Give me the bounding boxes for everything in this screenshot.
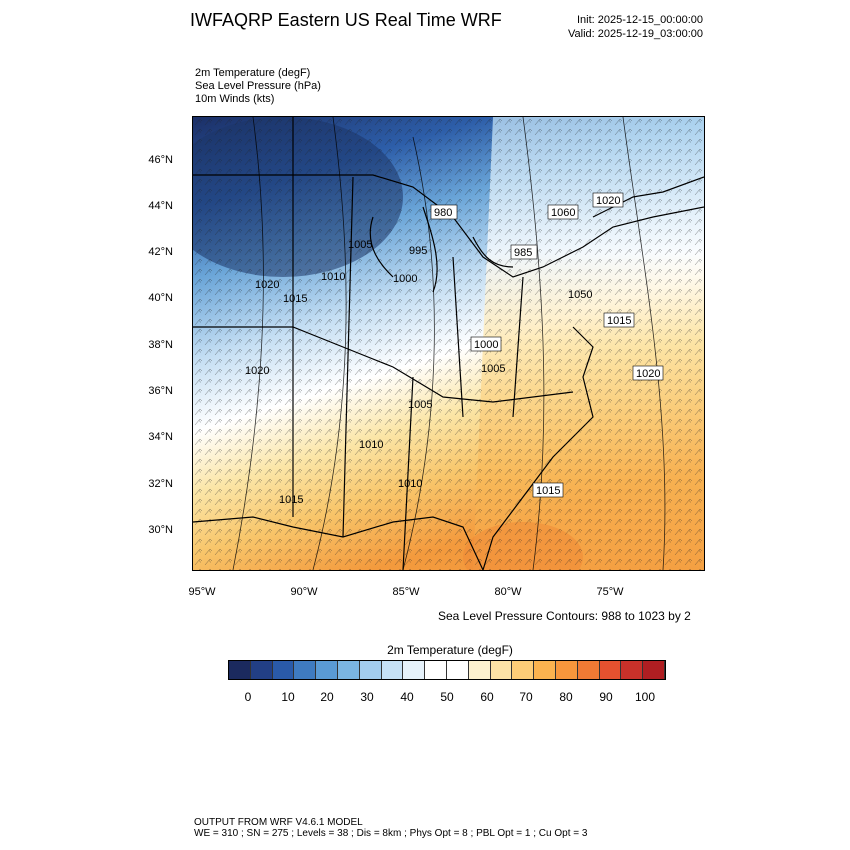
contour-note: Sea Level Pressure Contours: 988 to 1023… — [438, 609, 691, 623]
colorbar-cell — [294, 661, 317, 679]
colorbar-cell — [272, 661, 295, 679]
pressure-label: 1015 — [279, 494, 303, 506]
pressure-label: 1010 — [398, 478, 422, 490]
lat-label-42: 42°N — [148, 246, 173, 258]
model-info-line1: OUTPUT FROM WRF V4.6.1 MODEL — [194, 817, 363, 828]
lat-label-44: 44°N — [148, 200, 173, 212]
colorbar-cell — [643, 661, 665, 679]
lat-label-38: 38°N — [148, 339, 173, 351]
pressure-label: 1015 — [607, 315, 631, 327]
pressure-label: 1060 — [551, 207, 575, 219]
colorbar-cell — [381, 661, 404, 679]
pressure-label: 1010 — [321, 271, 345, 283]
lon-label-90: 90°W — [290, 586, 318, 598]
pressure-label: 995 — [409, 245, 427, 257]
pressure-label: 1005 — [481, 363, 505, 375]
pressure-label: 985 — [514, 247, 532, 259]
pressure-label: 1010 — [359, 439, 383, 451]
colorbar-cell — [599, 661, 622, 679]
lat-label-32: 32°N — [148, 478, 173, 490]
pressure-label: 980 — [434, 207, 452, 219]
pressure-label: 1005 — [348, 239, 372, 251]
map-panel: 980 1060 1020 1005 995 985 1010 1000 102… — [192, 116, 705, 571]
pressure-label: 1020 — [245, 365, 269, 377]
colorbar-cell — [577, 661, 600, 679]
colorbar-cell — [316, 661, 338, 679]
map-title: IWFAQRP Eastern US Real Time WRF — [190, 10, 502, 30]
lat-label-40: 40°N — [148, 292, 173, 304]
colorbar-tick: 20 — [320, 690, 334, 704]
lat-label-30: 30°N — [148, 524, 173, 536]
colorbar-cell — [621, 661, 644, 679]
colorbar-cell — [446, 661, 469, 679]
colorbar-tick: 50 — [440, 690, 454, 704]
model-info-line2: WE = 310 ; SN = 275 ; Levels = 38 ; Dis … — [194, 828, 588, 839]
pressure-label: 1015 — [283, 293, 307, 305]
colorbar-cell — [534, 661, 556, 679]
pressure-labels: 980 1060 1020 1005 995 985 1010 1000 102… — [245, 192, 664, 506]
lon-label-85: 85°W — [392, 586, 420, 598]
pressure-label: 1020 — [596, 195, 620, 207]
pressure-label: 1000 — [393, 273, 417, 285]
colorbar-title: 2m Temperature (degF) — [387, 643, 513, 657]
colorbar-cell — [250, 661, 273, 679]
colorbar-cell — [425, 661, 447, 679]
pressure-label: 1050 — [568, 289, 592, 301]
init-time: Init: 2025-12-15_00:00:00 — [577, 14, 703, 26]
pressure-label: 1020 — [255, 279, 279, 291]
colorbar-tick: 60 — [480, 690, 494, 704]
lat-label-34: 34°N — [148, 431, 173, 443]
lon-label-80: 80°W — [494, 586, 522, 598]
lon-label-95: 95°W — [188, 586, 216, 598]
colorbar-tick: 30 — [360, 690, 374, 704]
colorbar-tick: 0 — [244, 690, 252, 704]
wind-barbs — [193, 117, 704, 570]
pressure-label: 1000 — [474, 339, 498, 351]
colorbar-cell — [229, 661, 251, 679]
colorbar — [228, 660, 666, 680]
pressure-label: 1020 — [636, 368, 660, 380]
pressure-label: 1015 — [536, 485, 560, 497]
lat-label-46: 46°N — [148, 154, 173, 166]
pressure-contours — [232, 117, 666, 570]
colorbar-cell — [337, 661, 360, 679]
lon-label-75: 75°W — [596, 586, 624, 598]
slp-field-label: Sea Level Pressure (hPa) — [195, 80, 321, 92]
wind-field-label: 10m Winds (kts) — [195, 93, 275, 105]
pressure-label: 1005 — [408, 399, 432, 411]
colorbar-tick: 80 — [559, 690, 573, 704]
colorbar-cell — [468, 661, 491, 679]
colorbar-cell — [403, 661, 426, 679]
colorbar-tick: 70 — [519, 690, 533, 704]
colorbar-cell — [512, 661, 535, 679]
colorbar-tick: 40 — [400, 690, 414, 704]
temp-field-label: 2m Temperature (degF) — [195, 67, 311, 79]
colorbar-cell — [359, 661, 382, 679]
weather-map: 980 1060 1020 1005 995 985 1010 1000 102… — [193, 117, 704, 570]
colorbar-cell — [555, 661, 578, 679]
run-times: Init: 2025-12-15_00:00:00 Valid: 2025-12… — [540, 13, 703, 41]
valid-time: Valid: 2025-12-19_03:00:00 — [568, 28, 703, 40]
colorbar-tick: 90 — [599, 690, 613, 704]
colorbar-tick: 10 — [281, 690, 295, 704]
boundaries — [193, 117, 704, 570]
colorbar-tick: 100 — [634, 690, 656, 704]
lat-label-36: 36°N — [148, 385, 173, 397]
colorbar-cell — [490, 661, 513, 679]
